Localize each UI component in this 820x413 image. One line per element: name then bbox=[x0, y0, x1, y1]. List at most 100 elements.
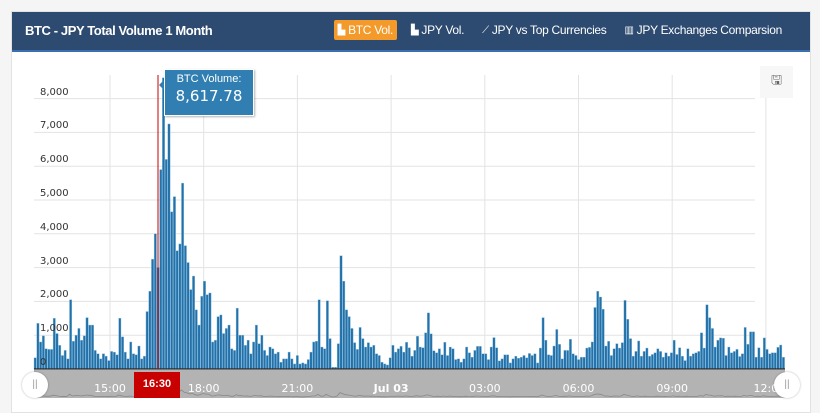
volume-bar bbox=[558, 344, 561, 370]
navigator-right-handle[interactable]: || bbox=[774, 372, 800, 398]
volume-chart[interactable] bbox=[0, 0, 820, 404]
volume-bar bbox=[230, 348, 234, 370]
volume-bar bbox=[227, 324, 231, 370]
volume-bar bbox=[317, 299, 321, 370]
volume-bar bbox=[596, 291, 600, 370]
volume-bar bbox=[640, 355, 643, 370]
x-tick-label: 15:00 bbox=[94, 382, 126, 395]
volume-bar bbox=[405, 342, 408, 370]
volume-bar bbox=[650, 354, 654, 370]
tab-label: BTC Vol. bbox=[348, 23, 394, 37]
volume-bar bbox=[104, 355, 108, 370]
volume-bar bbox=[771, 352, 774, 370]
volume-bar bbox=[511, 358, 515, 370]
volume-bar bbox=[590, 341, 594, 370]
volume-bar bbox=[175, 250, 179, 370]
volume-bar bbox=[164, 159, 168, 370]
tab-jpy-vol[interactable]: ▙ JPY Vol. bbox=[407, 20, 468, 40]
save-button[interactable]: 🖫 bbox=[760, 66, 793, 98]
volume-bar bbox=[637, 340, 641, 370]
volume-bar bbox=[82, 335, 86, 370]
volume-bar bbox=[88, 324, 92, 370]
volume-bar bbox=[552, 345, 556, 370]
volume-bar bbox=[353, 342, 357, 370]
y-tick-label: 3,000 bbox=[40, 255, 69, 267]
volume-bar bbox=[721, 338, 725, 370]
volume-bar bbox=[599, 296, 602, 370]
volume-bar bbox=[629, 338, 632, 370]
volume-bar bbox=[178, 243, 182, 370]
volume-bar bbox=[667, 355, 671, 370]
volume-bar bbox=[623, 300, 627, 370]
volume-bar bbox=[489, 346, 493, 370]
volume-bar bbox=[282, 358, 286, 370]
volume-bar bbox=[664, 352, 668, 370]
volume-bar bbox=[473, 350, 477, 370]
volume-bar bbox=[593, 307, 597, 370]
volume-bar bbox=[716, 340, 720, 370]
volume-bar bbox=[514, 355, 518, 370]
volume-bar bbox=[375, 353, 378, 370]
volume-bar bbox=[364, 346, 367, 370]
volume-bar bbox=[410, 355, 414, 370]
volume-bar bbox=[145, 311, 149, 370]
volume-bar bbox=[50, 349, 53, 370]
volume-bar bbox=[200, 296, 204, 370]
volume-bar bbox=[151, 258, 154, 370]
volume-bar bbox=[730, 352, 733, 370]
volume-bar bbox=[634, 351, 638, 370]
tab-btc-vol[interactable]: ▙ BTC Vol. bbox=[333, 20, 398, 40]
volume-bar bbox=[369, 346, 373, 370]
volume-bar bbox=[214, 340, 217, 370]
volume-bar bbox=[350, 328, 354, 370]
floppy-disk-icon: 🖫 bbox=[770, 72, 783, 87]
volume-bar bbox=[194, 309, 198, 370]
volume-bar bbox=[397, 348, 400, 370]
volume-bar bbox=[678, 347, 682, 370]
volume-bar bbox=[689, 355, 692, 370]
volume-bar bbox=[446, 355, 449, 370]
volume-bar bbox=[528, 353, 531, 370]
volume-bar bbox=[58, 345, 62, 370]
tab-jpy-exchanges-comparison[interactable]: ▥ JPY Exchanges Comparsion bbox=[621, 20, 786, 40]
volume-bar bbox=[107, 360, 111, 370]
volume-bar bbox=[672, 340, 676, 370]
chart-card: BTC - JPY Total Volume 1 Month ▙ BTC Vol.… bbox=[11, 11, 811, 413]
volume-bar bbox=[123, 351, 127, 370]
volume-bar bbox=[287, 351, 291, 370]
volume-bar bbox=[743, 327, 747, 370]
volume-bar bbox=[47, 349, 51, 370]
volume-bar bbox=[719, 337, 722, 370]
volume-bar bbox=[268, 346, 272, 370]
volume-bar bbox=[293, 363, 296, 370]
volume-bar bbox=[525, 357, 529, 370]
volume-bar bbox=[724, 355, 728, 370]
volume-bar bbox=[675, 354, 679, 370]
volume-bar bbox=[448, 346, 452, 370]
volume-bar bbox=[143, 355, 146, 370]
volume-bar bbox=[432, 350, 436, 370]
volume-bar bbox=[533, 353, 537, 370]
volume-bar bbox=[656, 348, 660, 370]
volume-bar bbox=[768, 353, 772, 370]
volume-bar bbox=[610, 355, 613, 370]
volume-bar bbox=[66, 358, 70, 370]
volume-bar bbox=[702, 347, 706, 370]
volume-bar bbox=[782, 356, 785, 370]
y-tick-label: 6,000 bbox=[40, 154, 69, 166]
bar-chart-icon: ▥ bbox=[624, 24, 634, 36]
volume-bar bbox=[320, 346, 324, 370]
x-tick-label: 21:00 bbox=[281, 382, 314, 395]
volume-bar bbox=[211, 341, 215, 370]
volume-bar bbox=[189, 289, 193, 370]
volume-bar bbox=[760, 356, 763, 370]
volume-bar bbox=[536, 362, 540, 370]
area-chart-icon: ▙ bbox=[411, 24, 419, 36]
volume-bar bbox=[694, 352, 698, 370]
volume-bar bbox=[233, 350, 236, 370]
tab-jpy-vs-top-currencies[interactable]: ⟋ JPY vs Top Currencies bbox=[478, 20, 610, 40]
volume-bar bbox=[263, 350, 266, 370]
navigator-left-handle[interactable]: || bbox=[22, 372, 48, 398]
volume-bar bbox=[566, 350, 570, 370]
volume-bar bbox=[560, 358, 564, 370]
